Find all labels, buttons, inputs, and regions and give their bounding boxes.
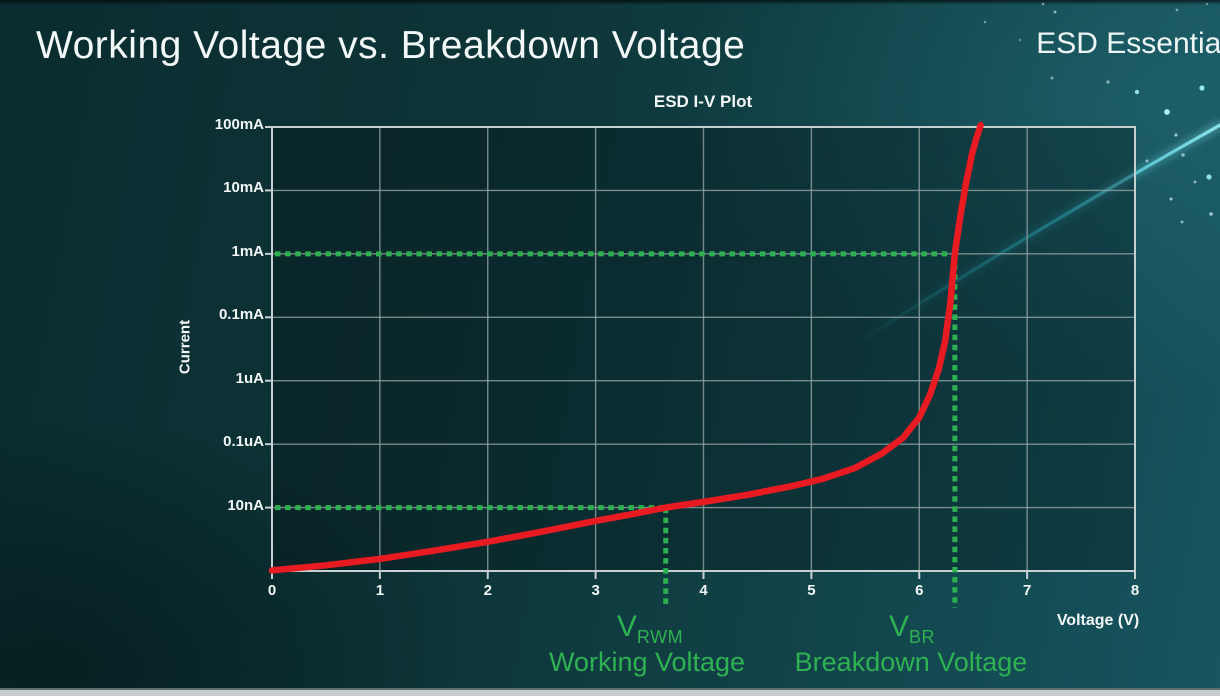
light-streak [853,119,1220,349]
brand-label: ESD Essential [1036,27,1220,60]
y-axis-title: Current [176,319,194,375]
vrwm-symbol: V [616,610,637,643]
x-tick: 3 [591,582,600,599]
x-tick: 0 [267,582,277,599]
vrwm-subscript: RWM [636,627,684,647]
y-tick: 0.1uA [223,433,264,451]
x-tick: 7 [1022,582,1032,599]
vrwm-caption: Working Voltage [548,647,746,677]
y-tick: 10nA [227,496,264,514]
vbr-subscript: BR [909,627,936,647]
bottom-strip [0,688,1220,696]
page-title: Working Voltage vs. Breakdown Voltage [36,24,746,67]
x-tick: 2 [483,582,492,599]
x-tick: 4 [699,582,708,599]
y-tick: 1mA [231,242,264,260]
annotation-dotted-lines [275,251,958,608]
x-tick: 6 [915,582,924,599]
x-axis-title: Voltage (V) [1056,612,1140,629]
y-tick: 0.1mA [218,306,264,324]
y-tick: 1uA [235,369,264,387]
x-tick: 1 [375,582,385,599]
y-tick: 100mA [214,116,264,133]
vbr-label: VBR [889,610,935,648]
plot-grid [265,126,1136,579]
top-edge-shadow [0,0,1220,5]
x-tick: 5 [807,582,816,599]
vbr-symbol: V [888,610,909,643]
chart-title: ESD I-V Plot [653,92,753,111]
iv-curve [268,122,984,574]
vrwm-label: VRWM [617,610,683,648]
x-tick: 8 [1130,582,1140,599]
background-particles [983,2,1213,224]
y-tick: 10mA [223,179,264,197]
vbr-caption: Breakdown Voltage [794,647,1028,677]
